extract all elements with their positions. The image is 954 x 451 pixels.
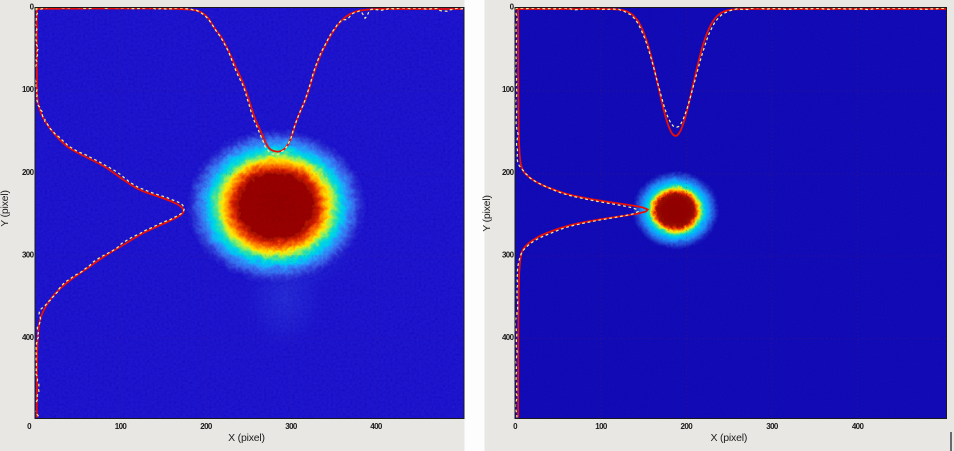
svg-text:0: 0 (27, 422, 32, 431)
svg-text:0: 0 (30, 3, 35, 12)
svg-text:100: 100 (22, 85, 35, 94)
svg-text:400: 400 (852, 422, 865, 431)
svg-text:100: 100 (502, 85, 515, 94)
svg-text:300: 300 (766, 422, 779, 431)
svg-text:300: 300 (502, 250, 515, 259)
svg-text:400: 400 (22, 333, 35, 342)
svg-text:0: 0 (513, 422, 518, 431)
svg-text:200: 200 (22, 168, 35, 177)
svg-text:300: 300 (22, 250, 35, 259)
svg-text:X (pixel): X (pixel) (228, 432, 265, 444)
svg-text:300: 300 (285, 422, 298, 431)
svg-text:200: 200 (502, 168, 515, 177)
svg-text:100: 100 (595, 422, 608, 431)
svg-text:200: 200 (200, 422, 213, 431)
svg-text:100: 100 (115, 422, 128, 431)
svg-text:200: 200 (681, 422, 694, 431)
svg-text:400: 400 (502, 333, 515, 342)
svg-text:X (pixel): X (pixel) (710, 432, 747, 444)
svg-text:Y (pixel): Y (pixel) (481, 195, 493, 232)
svg-text:0: 0 (510, 3, 515, 12)
svg-text:400: 400 (370, 422, 383, 431)
svg-text:Y (pixel): Y (pixel) (0, 190, 11, 227)
